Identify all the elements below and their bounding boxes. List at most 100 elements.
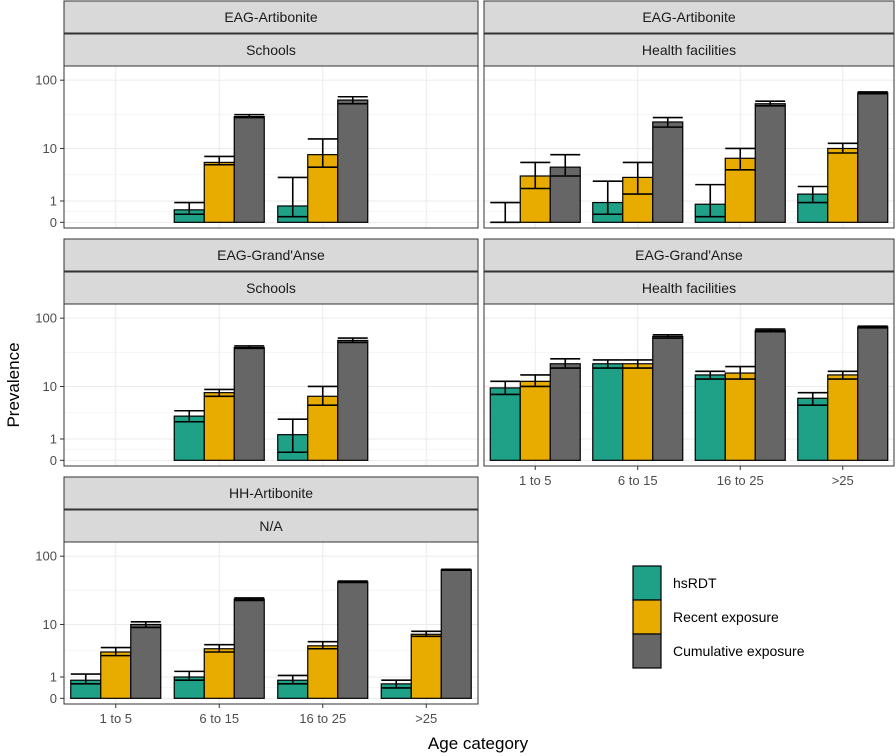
error-bar-recent-exposure-16-to-25 xyxy=(725,147,756,171)
x-tick-label: 1 to 5 xyxy=(99,711,132,726)
strip-bottom-label: Schools xyxy=(246,42,296,58)
panel-hh-artibonite-na: HH-Artibonite N/A 0 1 10 100 1 to 5 6 to 15 16 t… xyxy=(35,476,479,726)
bar-cumulative-exposure-16-to-25 xyxy=(337,99,369,223)
bar-recent-exposure-1-to-5 xyxy=(519,380,551,461)
bar-recent-exposure-6-to-15 xyxy=(622,363,654,461)
panel-area xyxy=(63,65,479,229)
y-tick-label: 1 xyxy=(50,669,57,684)
bar-hsrdt-1-to-5 xyxy=(489,387,521,461)
strip-top-label: EAG-Grand'Anse xyxy=(635,247,743,263)
bar-recent-exposure-6-to-15 xyxy=(203,161,235,223)
strip-top-label: HH-Artibonite xyxy=(229,485,313,501)
bar-cumulative-exposure-1-to-5 xyxy=(130,623,162,699)
error-bar-hsrdt-1-to-5 xyxy=(490,201,521,224)
bar-cumulative-exposure-6-to-15 xyxy=(233,115,265,223)
bar-recent-exposure-25 xyxy=(827,147,859,223)
bar-cumulative-exposure-25 xyxy=(440,569,472,699)
y-tick-label: 100 xyxy=(35,549,57,564)
y-tick-label: 0 xyxy=(50,691,57,706)
strip-top xyxy=(483,0,895,34)
error-bar-cumulative-exposure-6-to-15 xyxy=(234,597,265,602)
y-axis-title: Prevalence xyxy=(4,342,23,427)
bar-cumulative-exposure-25 xyxy=(857,92,889,223)
bar-recent-exposure-16-to-25 xyxy=(307,395,339,461)
error-bar-recent-exposure-16-to-25 xyxy=(307,138,338,168)
y-tick-label: 10 xyxy=(43,141,57,156)
error-bar-hsrdt-16-to-25 xyxy=(695,183,726,218)
strip-bottom-label: Schools xyxy=(246,280,296,296)
strip-bottom-label: N/A xyxy=(259,518,283,534)
bar-cumulative-exposure-16-to-25 xyxy=(337,581,369,699)
x-tick-label: 6 to 15 xyxy=(199,711,239,726)
y-tick-label: 10 xyxy=(43,617,57,632)
error-bar-hsrdt-16-to-25 xyxy=(695,370,726,380)
bar-recent-exposure-16-to-25 xyxy=(724,372,756,461)
error-bar-cumulative-exposure-16-to-25 xyxy=(755,100,786,107)
error-bar-recent-exposure-6-to-15 xyxy=(204,643,235,653)
bar-cumulative-exposure-6-to-15 xyxy=(233,598,265,699)
panel-area xyxy=(63,303,479,467)
legend: hsRDT Recent exposure Cumulative exposure xyxy=(632,565,805,669)
panel-eag-artibonite-health: EAG-Artibonite Health facilities xyxy=(483,0,895,229)
error-bar-recent-exposure-1-to-5 xyxy=(520,161,551,190)
error-bar-recent-exposure-6-to-15 xyxy=(622,359,653,369)
panel-border xyxy=(63,65,479,229)
bar-cumulative-exposure-16-to-25 xyxy=(754,329,786,461)
x-tick-label: 16 to 25 xyxy=(299,711,346,726)
legend-label-cumulative-exposure: Cumulative exposure xyxy=(673,643,805,659)
strip-top-label: EAG-Artibonite xyxy=(642,9,736,25)
x-axis-title: Age category xyxy=(428,734,529,753)
error-bar-cumulative-exposure-6-to-15 xyxy=(234,345,265,350)
strip-top xyxy=(63,476,479,510)
bar-recent-exposure-16-to-25 xyxy=(307,645,339,699)
x-tick-label: >25 xyxy=(832,473,854,488)
error-bar-recent-exposure-16-to-25 xyxy=(725,365,756,380)
error-bar-hsrdt-16-to-25 xyxy=(277,176,308,218)
bar-hsrdt-6-to-15 xyxy=(173,415,205,461)
error-bar-hsrdt-6-to-15 xyxy=(592,180,623,216)
panels: EAG-ArtiboniteSchools0110100EAG-Artiboni… xyxy=(35,0,895,726)
strip-bottom-label: Health facilities xyxy=(642,280,736,296)
error-bar-recent-exposure-1-to-5 xyxy=(520,374,551,388)
x-tick-label: >25 xyxy=(415,711,437,726)
bar-cumulative-exposure-16-to-25 xyxy=(754,103,786,223)
legend-key-recent-exposure xyxy=(632,599,662,635)
error-bar-hsrdt-25 xyxy=(381,679,412,689)
error-bar-hsrdt-25 xyxy=(797,391,828,406)
strip-bottom xyxy=(63,509,479,543)
error-bar-hsrdt-16-to-25 xyxy=(277,418,308,454)
panel-border xyxy=(63,303,479,467)
bar-cumulative-exposure-6-to-15 xyxy=(652,335,684,461)
bar-recent-exposure-1-to-5 xyxy=(100,651,132,699)
legend-label-hsrdt: hsRDT xyxy=(673,575,717,591)
bar-hsrdt-25 xyxy=(797,397,829,461)
y-tick-label: 100 xyxy=(35,311,57,326)
y-tick-label: 10 xyxy=(43,379,57,394)
strip-top xyxy=(483,238,895,272)
bar-hsrdt-16-to-25 xyxy=(694,374,726,461)
bar-cumulative-exposure-1-to-5 xyxy=(549,363,581,461)
strip-bottom xyxy=(63,271,479,305)
panel-border xyxy=(483,303,895,467)
error-bar-cumulative-exposure-25 xyxy=(441,568,472,572)
x-tick-label: 16 to 25 xyxy=(717,473,764,488)
legend-key-cumulative-exposure xyxy=(632,633,662,669)
error-bar-cumulative-exposure-1-to-5 xyxy=(550,153,581,177)
error-bar-cumulative-exposure-1-to-5 xyxy=(550,358,581,369)
error-bar-cumulative-exposure-6-to-15 xyxy=(234,113,265,119)
error-bar-hsrdt-16-to-25 xyxy=(277,674,308,685)
bar-cumulative-exposure-6-to-15 xyxy=(233,346,265,461)
error-bar-hsrdt-25 xyxy=(797,185,828,204)
y-tick-label: 0 xyxy=(50,453,57,468)
error-bar-cumulative-exposure-25 xyxy=(857,91,888,95)
error-bar-cumulative-exposure-6-to-15 xyxy=(652,116,683,128)
y-tick-label: 100 xyxy=(35,73,57,88)
error-bar-recent-exposure-25 xyxy=(827,142,858,154)
error-bar-recent-exposure-6-to-15 xyxy=(204,155,235,166)
strip-top-label: EAG-Grand'Anse xyxy=(217,247,325,263)
y-tick-label: 1 xyxy=(50,193,57,208)
error-bar-cumulative-exposure-16-to-25 xyxy=(337,95,368,105)
error-bar-recent-exposure-6-to-15 xyxy=(204,388,235,398)
error-bar-cumulative-exposure-1-to-5 xyxy=(130,620,161,629)
